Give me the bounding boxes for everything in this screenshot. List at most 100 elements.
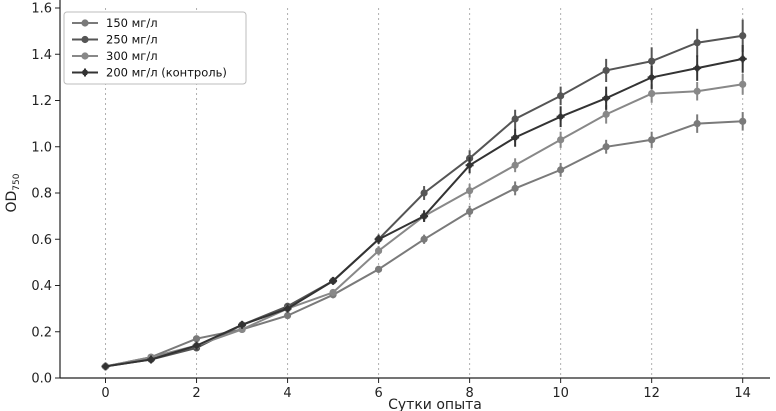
plus-marker-dot bbox=[421, 213, 428, 220]
plus-marker-dot bbox=[694, 65, 701, 72]
point-marker bbox=[192, 335, 201, 343]
point-marker bbox=[81, 35, 89, 44]
point-marker bbox=[420, 235, 428, 243]
point-marker bbox=[693, 87, 701, 95]
y-axis-title: OD750 bbox=[4, 173, 22, 212]
point-marker bbox=[466, 207, 474, 216]
point-marker bbox=[374, 247, 383, 255]
plus-marker-dot bbox=[102, 363, 109, 370]
point-marker bbox=[329, 288, 337, 297]
point-marker bbox=[693, 39, 701, 47]
plus-marker bbox=[420, 212, 429, 221]
point-marker bbox=[81, 19, 89, 27]
plus-marker bbox=[465, 161, 474, 170]
y-tick-label: 0.2 bbox=[31, 325, 52, 340]
x-tick-label: 10 bbox=[552, 386, 569, 401]
point-marker bbox=[557, 136, 565, 144]
plus-marker-dot bbox=[603, 95, 610, 102]
y-tick-label: 1.0 bbox=[31, 140, 52, 155]
plus-marker-dot bbox=[148, 356, 155, 363]
point-marker bbox=[693, 120, 701, 128]
axes: 0 2 4 6 8 10 12 14 0.0 0.2 0.4 0.6 0.8 1.0 1.2 1.4 1.6 bbox=[31, 0, 770, 401]
plus-marker bbox=[81, 68, 89, 77]
point-marker bbox=[420, 189, 428, 197]
legend-item: 250 мг/л bbox=[72, 33, 158, 47]
x-axis-title: Сутки опыта bbox=[388, 397, 482, 411]
plus-marker bbox=[374, 235, 383, 244]
point-marker bbox=[81, 52, 89, 60]
point-marker bbox=[739, 80, 747, 88]
x-tick-label: 2 bbox=[192, 386, 200, 401]
x-tick-label: 12 bbox=[643, 386, 660, 401]
point-marker bbox=[511, 184, 519, 192]
point-marker bbox=[602, 110, 610, 118]
plus-marker-dot bbox=[82, 69, 88, 76]
legend-item: 300 мг/л bbox=[72, 49, 158, 63]
y-axis-title-main: OD bbox=[4, 191, 20, 213]
series-3 bbox=[101, 45, 747, 371]
x-tick-label: 4 bbox=[283, 386, 291, 401]
plus-marker-dot bbox=[284, 305, 291, 312]
legend-label: 300 мг/л bbox=[106, 49, 158, 63]
legend-item: 200 мг/л (контроль) bbox=[72, 66, 227, 80]
plus-marker bbox=[147, 355, 156, 364]
point-marker bbox=[602, 66, 610, 75]
x-tick-label: 14 bbox=[734, 386, 751, 401]
legend-label: 250 мг/л bbox=[106, 33, 158, 47]
plus-marker-dot bbox=[648, 74, 655, 81]
plus-marker bbox=[329, 276, 338, 285]
x-tick-label: 6 bbox=[374, 386, 382, 401]
x-tick-label: 8 bbox=[465, 386, 473, 401]
plus-marker-dot bbox=[193, 342, 200, 349]
plus-marker-dot bbox=[466, 162, 473, 169]
plus-marker-dot bbox=[512, 134, 519, 141]
point-marker bbox=[648, 57, 656, 65]
legend-box bbox=[63, 11, 247, 85]
legend: 150 мг/л 250 мг/л 300 мг/л 200 мг/л (контро… bbox=[63, 11, 247, 85]
plus-marker bbox=[511, 133, 520, 142]
legend-label: 150 мг/л bbox=[106, 16, 158, 30]
point-marker bbox=[511, 115, 519, 123]
series-line bbox=[105, 83, 743, 368]
plus-marker-dot bbox=[239, 321, 246, 328]
point-marker bbox=[739, 32, 747, 40]
point-marker bbox=[557, 166, 565, 174]
data-series bbox=[101, 19, 747, 371]
point-marker bbox=[466, 187, 474, 195]
y-tick-label: 0.6 bbox=[31, 233, 52, 248]
point-marker bbox=[739, 117, 747, 125]
plus-marker bbox=[647, 73, 656, 82]
plus-marker bbox=[693, 64, 702, 73]
y-tick-label: 0.0 bbox=[31, 372, 52, 387]
point-marker bbox=[557, 92, 565, 100]
plus-marker bbox=[283, 304, 292, 313]
plus-marker bbox=[238, 320, 247, 329]
point-marker bbox=[648, 89, 656, 98]
y-tick-label: 1.6 bbox=[31, 2, 52, 17]
legend-item: 150 мг/л bbox=[72, 16, 158, 30]
y-tick-label: 0.8 bbox=[31, 187, 52, 202]
plus-marker-dot bbox=[375, 236, 382, 243]
x-tick-label: 0 bbox=[101, 386, 109, 401]
point-marker bbox=[283, 311, 292, 320]
point-marker bbox=[648, 136, 656, 144]
legend-label: 200 мг/л (контроль) bbox=[106, 66, 227, 80]
y-tick-label: 1.4 bbox=[31, 48, 52, 63]
plus-marker-dot bbox=[557, 113, 564, 120]
point-marker bbox=[602, 143, 610, 151]
point-marker bbox=[511, 161, 519, 169]
plus-marker bbox=[556, 112, 565, 121]
point-marker bbox=[374, 265, 383, 273]
plus-marker bbox=[101, 362, 110, 371]
y-axis-title-sub: 750 bbox=[12, 173, 22, 190]
series-2 bbox=[101, 73, 747, 371]
series-line bbox=[105, 34, 743, 368]
plus-marker bbox=[602, 94, 611, 103]
plus-marker bbox=[738, 54, 747, 63]
y-tick-label: 0.4 bbox=[31, 279, 52, 294]
plus-marker bbox=[192, 341, 201, 350]
plus-marker-dot bbox=[330, 277, 337, 284]
point-marker bbox=[238, 325, 246, 334]
y-tick-label: 1.2 bbox=[31, 94, 52, 109]
